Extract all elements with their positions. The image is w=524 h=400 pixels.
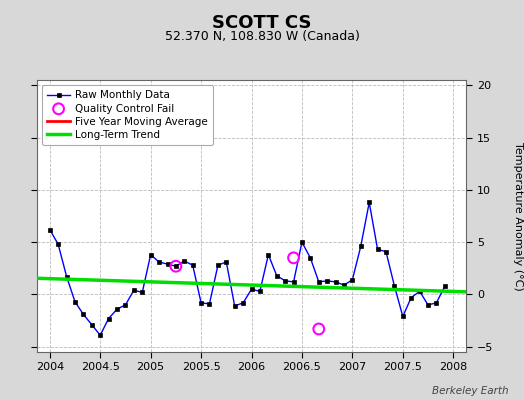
Raw Monthly Data <box>349 278 355 282</box>
Raw Monthly Data <box>139 290 146 295</box>
Raw Monthly Data <box>72 299 78 304</box>
Raw Monthly Data <box>299 240 305 244</box>
Text: SCOTT CS: SCOTT CS <box>212 14 312 32</box>
Quality Control Fail <box>289 255 298 261</box>
Raw Monthly Data <box>215 263 221 268</box>
Line: Raw Monthly Data: Raw Monthly Data <box>48 200 447 337</box>
Raw Monthly Data <box>63 274 70 279</box>
Raw Monthly Data <box>274 273 280 278</box>
Raw Monthly Data <box>290 280 297 284</box>
Raw Monthly Data <box>173 264 179 269</box>
Raw Monthly Data <box>324 278 330 283</box>
Raw Monthly Data <box>391 284 398 288</box>
Raw Monthly Data <box>341 283 347 288</box>
Raw Monthly Data <box>80 312 86 317</box>
Raw Monthly Data <box>165 262 171 266</box>
Raw Monthly Data <box>89 322 95 327</box>
Raw Monthly Data <box>408 295 414 300</box>
Raw Monthly Data <box>425 302 431 307</box>
Quality Control Fail <box>172 263 180 270</box>
Raw Monthly Data <box>315 280 322 284</box>
Raw Monthly Data <box>232 304 238 308</box>
Raw Monthly Data <box>55 242 61 247</box>
Text: 52.370 N, 108.830 W (Canada): 52.370 N, 108.830 W (Canada) <box>165 30 359 43</box>
Text: Berkeley Earth: Berkeley Earth <box>432 386 508 396</box>
Raw Monthly Data <box>442 284 448 288</box>
Y-axis label: Temperature Anomaly (°C): Temperature Anomaly (°C) <box>512 142 522 290</box>
Raw Monthly Data <box>400 314 406 319</box>
Raw Monthly Data <box>307 256 313 260</box>
Raw Monthly Data <box>97 333 103 338</box>
Raw Monthly Data <box>105 316 112 321</box>
Raw Monthly Data <box>190 263 196 268</box>
Raw Monthly Data <box>240 300 246 305</box>
Raw Monthly Data <box>357 244 364 249</box>
Quality Control Fail <box>314 326 323 332</box>
Raw Monthly Data <box>47 227 53 232</box>
Raw Monthly Data <box>181 258 188 263</box>
Raw Monthly Data <box>130 288 137 293</box>
Raw Monthly Data <box>257 289 263 294</box>
Raw Monthly Data <box>375 247 381 252</box>
Raw Monthly Data <box>198 300 204 305</box>
Raw Monthly Data <box>366 200 373 205</box>
Raw Monthly Data <box>206 302 213 306</box>
Raw Monthly Data <box>265 252 271 257</box>
Raw Monthly Data <box>433 300 440 305</box>
Raw Monthly Data <box>417 289 423 294</box>
Raw Monthly Data <box>114 307 120 312</box>
Raw Monthly Data <box>282 278 288 283</box>
Raw Monthly Data <box>156 260 162 264</box>
Raw Monthly Data <box>332 280 339 284</box>
Raw Monthly Data <box>383 249 389 254</box>
Raw Monthly Data <box>122 302 128 307</box>
Legend: Raw Monthly Data, Quality Control Fail, Five Year Moving Average, Long-Term Tren: Raw Monthly Data, Quality Control Fail, … <box>42 85 213 145</box>
Raw Monthly Data <box>148 252 154 257</box>
Raw Monthly Data <box>223 260 230 264</box>
Raw Monthly Data <box>248 287 255 292</box>
